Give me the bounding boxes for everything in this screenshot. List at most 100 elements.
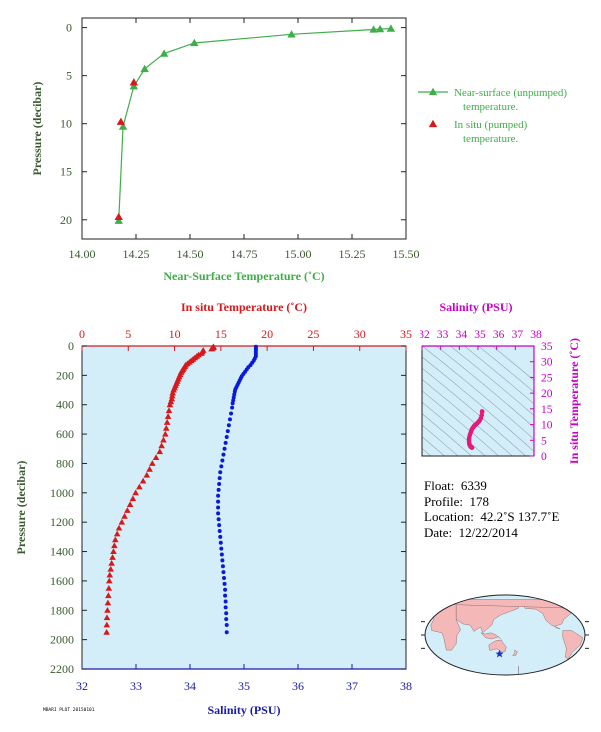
- salinity-point: [216, 499, 221, 504]
- y-tick-label: 0: [66, 21, 72, 35]
- temperature-point: [146, 466, 153, 472]
- near-surface-point: [190, 38, 199, 47]
- temperature-point: [126, 501, 134, 508]
- location-value: 42.2˚S 137.7˚E: [480, 509, 560, 524]
- temperature-point: [152, 454, 160, 461]
- pumped-point: [129, 78, 139, 86]
- temperature-point: [108, 559, 115, 566]
- x-tick-label: 14.75: [231, 247, 258, 261]
- y-axis-label: Pressure (decibar): [30, 82, 44, 176]
- salinity-point: [224, 617, 229, 622]
- pressure-tick-label: 0: [68, 339, 74, 353]
- salinity-point: [227, 417, 232, 422]
- temperature-tick-label: 30: [354, 327, 366, 341]
- ts-point: [469, 445, 475, 450]
- salinity-point: [220, 558, 225, 563]
- salinity-point: [218, 540, 223, 545]
- float-id-value: 6339: [460, 478, 487, 493]
- location-row: Location: 42.2˚S 137.7˚E: [424, 509, 599, 525]
- ts-temperature-tick-label: 0: [541, 451, 547, 463]
- temperature-point: [163, 419, 171, 425]
- temperature-point: [107, 565, 114, 572]
- ts-contour: [422, 346, 534, 440]
- ts-contour: [435, 346, 534, 428]
- salinity-point: [223, 440, 228, 445]
- legend-pumped-line1: In situ (pumped): [454, 119, 528, 131]
- x-axis-label: Near-Surface Temperature (˚C): [163, 269, 324, 283]
- salinity-axis-label: Salinity (PSU): [207, 703, 280, 717]
- map-land-south-america: [562, 630, 584, 660]
- salinity-point: [224, 622, 229, 627]
- profile-value: 178: [469, 493, 490, 509]
- temperature-tick-label: 35: [400, 327, 412, 341]
- ts-salinity-tick-label: 38: [530, 329, 542, 341]
- temperature-point: [105, 592, 112, 599]
- pressure-tick-label: 1400: [50, 545, 74, 559]
- salinity-point: [217, 528, 222, 533]
- salinity-point: [219, 546, 224, 551]
- temperature-point: [132, 489, 139, 496]
- temperature-tick-label: 25: [307, 327, 319, 341]
- salinity-point: [222, 581, 227, 586]
- temperature-point: [106, 571, 114, 578]
- near-surface-point: [369, 25, 378, 33]
- salinity-point: [223, 593, 228, 598]
- salinity-point: [226, 423, 231, 428]
- pressure-tick-label: 2000: [50, 633, 74, 647]
- ts-salinity-axis-label: Salinity (PSU): [439, 300, 512, 314]
- ts-temperature-tick-label: 10: [541, 420, 553, 432]
- salinity-point: [224, 630, 229, 635]
- temperature-tick-label: 0: [79, 327, 85, 341]
- salinity-point: [216, 517, 221, 522]
- ts-temperature-tick-label: 25: [541, 372, 553, 384]
- salinity-point: [224, 435, 229, 440]
- x-tick-label: 14.00: [69, 247, 96, 261]
- temperature-point: [113, 530, 121, 537]
- salinity-point: [216, 505, 221, 510]
- salinity-tick-label: 32: [76, 679, 88, 693]
- near-surface-point: [129, 82, 139, 90]
- y-tick-label: 10: [60, 117, 72, 131]
- temperature-point: [104, 606, 111, 613]
- temperature-point: [112, 536, 119, 543]
- float-location-marker: [495, 649, 504, 658]
- near-surface-point: [375, 24, 385, 33]
- temperature-tick-label: 5: [125, 327, 131, 341]
- ts-salinity-tick-label: 33: [437, 329, 449, 341]
- near-surface-chart: 14.00 14.25 14.50 14.75 15.00 15.25 15.50 0 5 10 1…: [30, 17, 567, 283]
- pressure-tick-label: 800: [56, 456, 74, 470]
- pressure-axis-label: Pressure (decibar): [14, 461, 28, 555]
- temperature-point: [149, 460, 156, 466]
- legend-near-surface-line1: Near-surface (unpumped): [454, 87, 567, 99]
- salinity-point: [217, 523, 222, 528]
- salinity-point: [230, 405, 235, 410]
- salinity-point: [221, 452, 226, 457]
- salinity-tick-label: 38: [400, 679, 412, 693]
- temperature-point: [160, 436, 167, 443]
- map-land-australia: [488, 639, 507, 653]
- x-tick-label: 14.50: [177, 247, 204, 261]
- salinity-point: [217, 476, 222, 481]
- salinity-point: [222, 575, 227, 580]
- temperature-tick-label: 20: [261, 327, 273, 341]
- legend-pumped-marker: [428, 119, 438, 128]
- x-tick-label: 15.50: [393, 247, 420, 261]
- profile-row: Profile: 178: [424, 494, 599, 510]
- legend-near-surface-line2: temperature.: [463, 101, 519, 113]
- temperature-point: [164, 413, 172, 419]
- pressure-tick-label: 1000: [50, 486, 74, 500]
- ts-salinity-tick-label: 32: [420, 329, 430, 341]
- near-surface-point: [287, 30, 296, 38]
- temperature-point: [143, 471, 151, 478]
- temperature-point: [103, 628, 110, 635]
- temperature-point: [124, 507, 131, 513]
- x-tick-label: 14.25: [123, 247, 150, 261]
- map-land-new-zealand: [512, 649, 518, 656]
- date-label: Date:: [424, 524, 453, 540]
- temperature-point: [105, 584, 113, 591]
- float-id-row: Float: 6339: [424, 478, 599, 494]
- salinity-point: [216, 487, 221, 492]
- salinity-tick-label: 36: [292, 679, 304, 693]
- temperature-point: [166, 401, 174, 408]
